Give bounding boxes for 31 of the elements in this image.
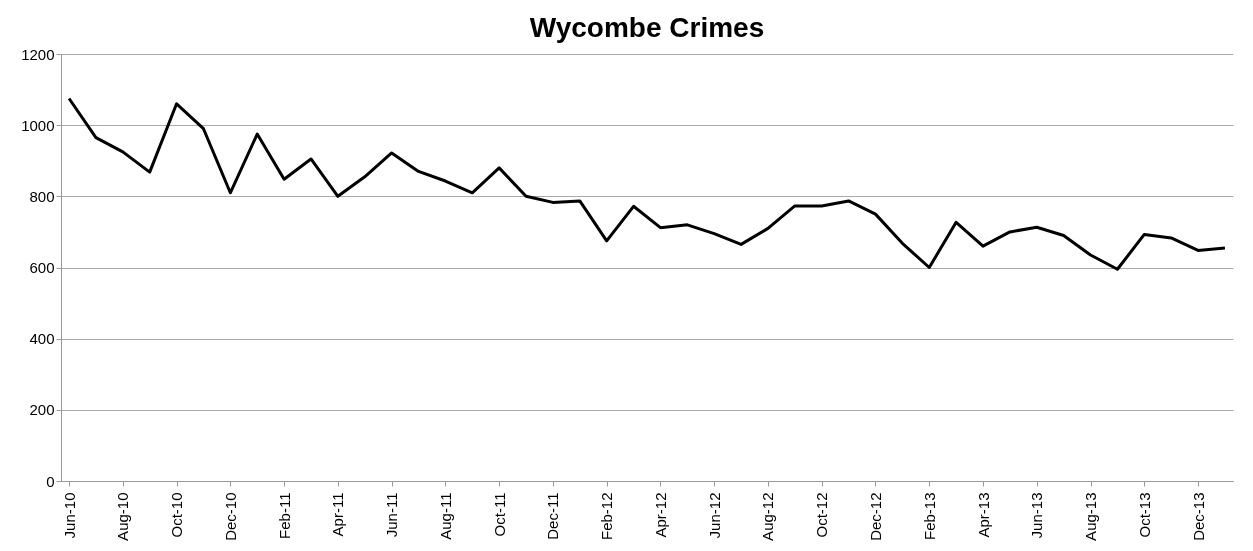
x-tick-label: Dec-11	[544, 492, 562, 540]
x-tick-label: Apr-11	[329, 492, 347, 537]
x-tick-label: Feb-11	[275, 492, 293, 539]
x-tick-label: Apr-12	[651, 492, 669, 538]
x-tick-label: Dec-13	[1189, 492, 1207, 541]
x-tick-label: Aug-11	[436, 492, 454, 540]
y-tick-label: 400	[29, 330, 55, 348]
x-tick-label: Apr-13	[974, 492, 992, 538]
y-tick-label: 600	[29, 259, 55, 276]
x-tick-label: Aug-10	[114, 492, 132, 541]
y-tick-label: 1200	[21, 45, 55, 63]
y-tick-label: 800	[29, 187, 55, 205]
x-tick-label: Dec-10	[221, 492, 239, 541]
chart-title: Wycombe Crimes	[529, 12, 765, 43]
x-tick-label: Jun-10	[60, 492, 78, 539]
x-tick-label: Oct-12	[813, 492, 831, 538]
y-tick-label: 1000	[21, 116, 55, 134]
y-tick-label: 0	[46, 472, 55, 490]
x-tick-label: Jun-11	[383, 492, 401, 538]
x-tick-label: Jun-13	[1028, 492, 1046, 539]
x-tick-label: Feb-12	[598, 492, 616, 541]
x-tick-label: Aug-12	[759, 492, 777, 541]
y-tick-label: 200	[29, 401, 55, 419]
x-tick-label: Feb-13	[920, 492, 938, 541]
x-tick-label: Aug-13	[1082, 492, 1100, 541]
x-tick-label: Dec-12	[866, 492, 884, 541]
x-tick-label: Oct-10	[168, 492, 186, 538]
line-series	[67, 96, 1227, 271]
x-tick-label: Oct-11	[490, 492, 508, 537]
x-tick-label: Oct-13	[1135, 492, 1153, 538]
x-tick-label: Jun-12	[705, 492, 723, 539]
